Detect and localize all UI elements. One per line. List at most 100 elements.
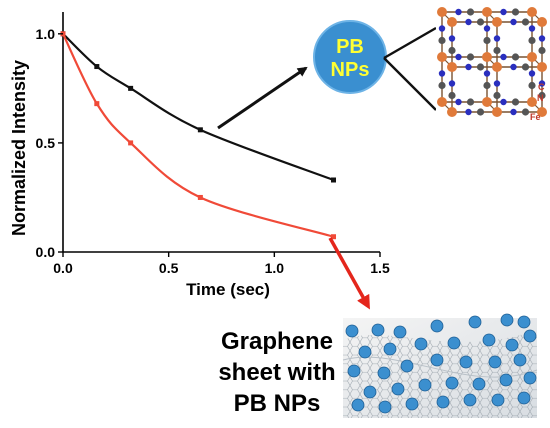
pb-np-dot bbox=[430, 319, 444, 333]
arrow-to-np bbox=[217, 66, 308, 130]
c-atom bbox=[538, 46, 546, 55]
pb-np-dot bbox=[472, 377, 486, 391]
n-atom bbox=[500, 98, 507, 106]
graphene-caption-line2: sheet with bbox=[218, 359, 335, 386]
n-atom bbox=[510, 18, 517, 26]
n-atom bbox=[500, 53, 507, 61]
c-atom bbox=[528, 81, 536, 90]
c-atom bbox=[521, 63, 530, 71]
graphene-sheet-illustration bbox=[342, 313, 538, 418]
c-atom bbox=[466, 8, 475, 16]
pb-np-dot bbox=[391, 382, 405, 396]
series-0-point bbox=[128, 85, 134, 91]
n-atom bbox=[465, 63, 472, 71]
fe-atom bbox=[492, 62, 502, 72]
np-label-line2: NPs bbox=[331, 59, 370, 81]
c-atom bbox=[466, 98, 475, 106]
pb-np-dot bbox=[383, 342, 397, 356]
pb-np-dot bbox=[517, 315, 531, 329]
fe-atom bbox=[527, 7, 537, 17]
pb-np-dot bbox=[445, 376, 459, 390]
c-atom bbox=[511, 53, 520, 61]
pb-np-dot bbox=[499, 373, 513, 387]
n-atom bbox=[465, 108, 472, 116]
label-carbon: C bbox=[538, 82, 545, 92]
c-atom bbox=[528, 36, 536, 45]
np-label-line1: PB bbox=[336, 36, 364, 58]
n-atom bbox=[455, 8, 462, 16]
fe-atom bbox=[527, 97, 537, 107]
series-1-point bbox=[94, 101, 100, 107]
c-atom bbox=[483, 36, 491, 45]
n-atom bbox=[528, 70, 536, 77]
pb-np-dot bbox=[468, 315, 482, 329]
pb-np-dot bbox=[414, 337, 428, 351]
c-atom bbox=[438, 36, 446, 45]
y-axis-label: Normalized Intensity bbox=[9, 60, 29, 236]
n-atom bbox=[510, 63, 517, 71]
n-atom bbox=[493, 35, 501, 42]
x-tick-label: 1.0 bbox=[265, 260, 285, 276]
c-atom bbox=[476, 108, 485, 116]
graphene-caption-line3: PB NPs bbox=[234, 390, 321, 417]
c-atom bbox=[493, 91, 501, 100]
pb-np-dot bbox=[418, 378, 432, 392]
series-1-line bbox=[62, 33, 334, 238]
c-atom bbox=[511, 98, 520, 106]
series-layer bbox=[60, 31, 337, 240]
series-1-point bbox=[197, 194, 203, 200]
fe-atom bbox=[482, 97, 492, 107]
pb-np-dot bbox=[523, 371, 537, 385]
x-tick-label: 1.5 bbox=[370, 260, 390, 276]
series-1-point bbox=[331, 234, 337, 240]
fe-atom bbox=[492, 107, 502, 117]
crystal-structure: C N Fe bbox=[436, 6, 548, 124]
pb-np-dot bbox=[378, 400, 392, 414]
c-atom bbox=[521, 18, 530, 26]
label-nitrogen: N bbox=[537, 93, 544, 103]
pb-np-dot bbox=[482, 333, 496, 347]
series-1-point bbox=[128, 140, 134, 146]
fe-atom bbox=[482, 52, 492, 62]
zoom-line-top bbox=[383, 26, 437, 60]
fe-atom bbox=[437, 52, 447, 62]
series-0-point bbox=[331, 177, 337, 183]
c-atom bbox=[448, 46, 456, 55]
pb-np-dot bbox=[430, 353, 444, 367]
n-atom bbox=[500, 8, 507, 16]
n-atom bbox=[448, 80, 456, 87]
c-atom bbox=[438, 81, 446, 90]
crystal-atoms bbox=[437, 7, 547, 117]
zoom-line-bottom bbox=[383, 57, 437, 111]
decay-chart: 0.0 0.5 1.0 1.5 0.0 0.5 1.0 Time (sec) Normali… bbox=[9, 12, 390, 299]
n-atom bbox=[465, 18, 472, 26]
n-atom bbox=[493, 80, 501, 87]
series-0-line bbox=[62, 33, 334, 182]
pb-np-dot bbox=[436, 395, 450, 409]
c-atom bbox=[448, 91, 456, 100]
pb-np-dot bbox=[513, 353, 527, 367]
pb-np-dot bbox=[351, 398, 365, 412]
graphene-caption-line1: Graphene bbox=[221, 328, 333, 355]
y-tick-label: 1.0 bbox=[36, 26, 56, 42]
pb-np-dot bbox=[400, 359, 414, 373]
x-tick-label: 0.0 bbox=[53, 260, 73, 276]
fe-atom bbox=[447, 62, 457, 72]
pb-np-dot bbox=[405, 397, 419, 411]
pb-np-dot bbox=[371, 323, 385, 337]
pb-np-dot bbox=[523, 329, 537, 343]
fe-atom bbox=[537, 107, 547, 117]
pb-np-dot bbox=[488, 355, 502, 369]
n-atom bbox=[538, 35, 546, 42]
x-axis-label: Time (sec) bbox=[186, 280, 270, 299]
pb-np-dot bbox=[345, 324, 359, 338]
c-atom bbox=[538, 91, 546, 100]
c-atom bbox=[511, 8, 520, 16]
c-atom bbox=[466, 53, 475, 61]
fe-atom bbox=[447, 17, 457, 27]
c-atom bbox=[476, 18, 485, 26]
n-atom bbox=[438, 70, 446, 77]
tick-layer: 0.0 0.5 1.0 1.5 0.0 0.5 1.0 bbox=[36, 26, 390, 276]
pb-np-dot bbox=[459, 355, 473, 369]
